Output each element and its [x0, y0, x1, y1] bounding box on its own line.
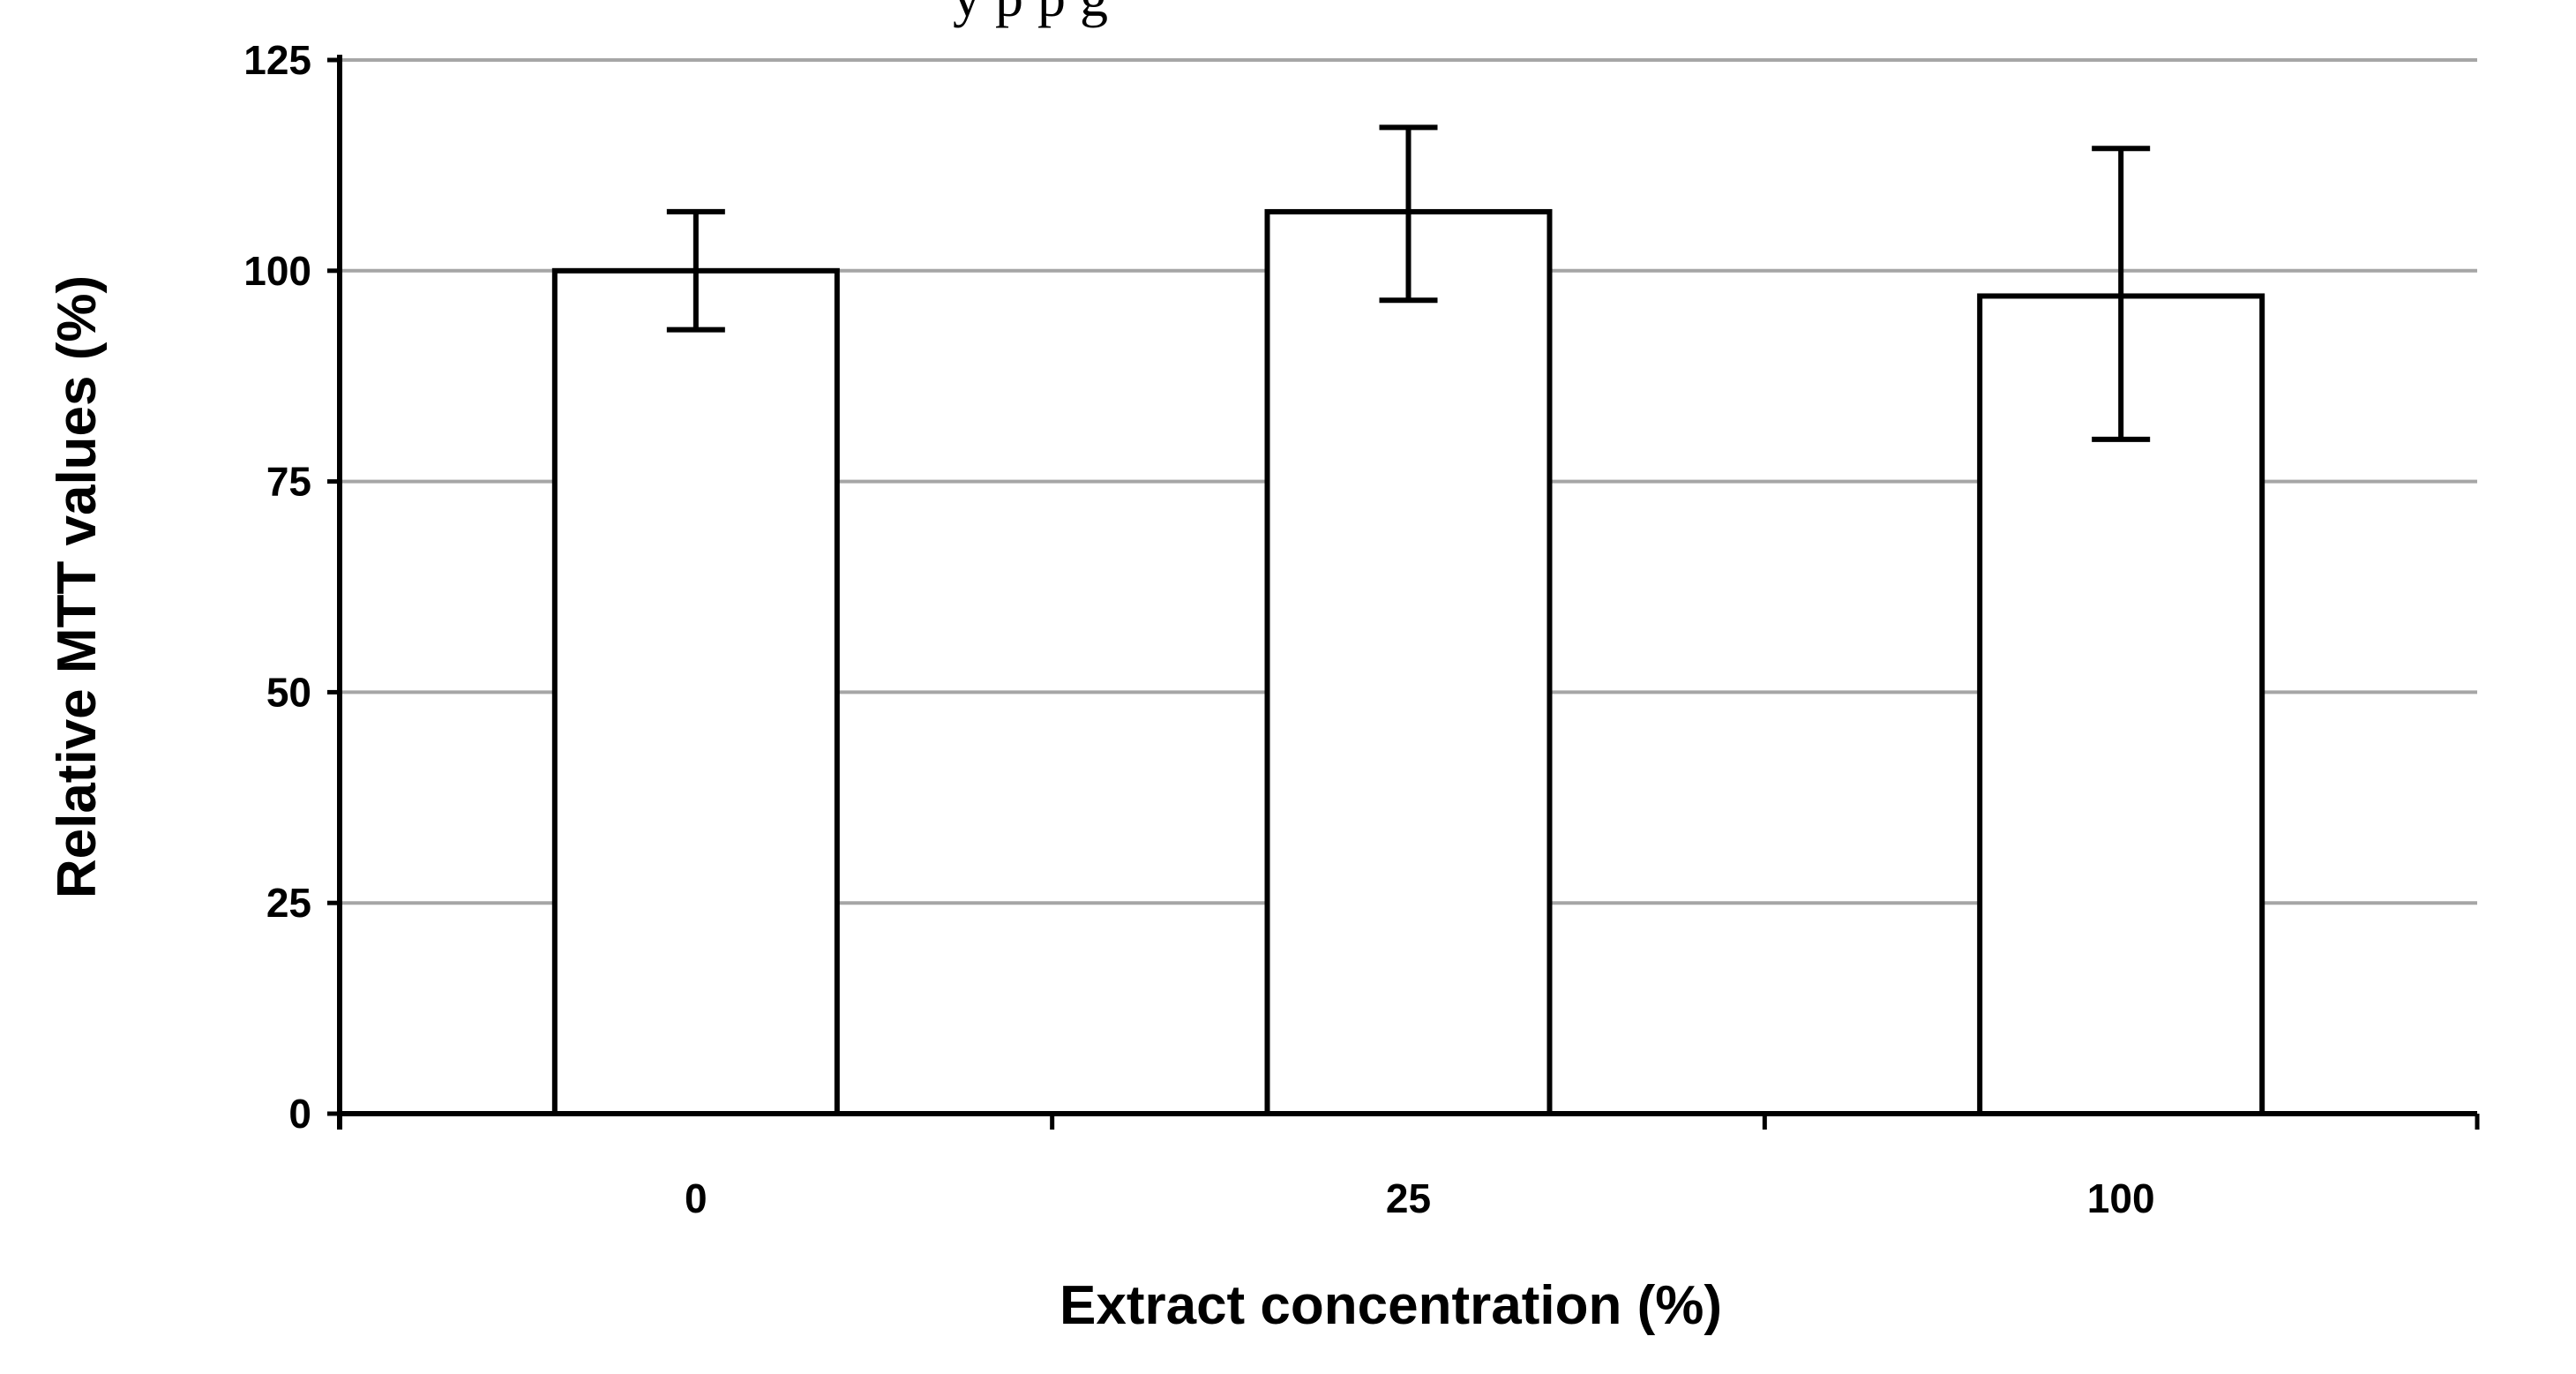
axes: [337, 55, 2477, 1130]
error-bar-100: [2092, 146, 2151, 442]
error-bar-0: [666, 208, 725, 333]
bar-0: [551, 267, 840, 1116]
x-tick-label: 100: [2087, 1175, 2155, 1221]
y-tick-label: 50: [266, 669, 311, 715]
clipped-caption-text: y p p g: [953, 0, 1108, 28]
x-tick-labels: 0 25 100: [337, 1114, 2480, 1221]
x-tick-label: 25: [1386, 1175, 1431, 1221]
y-tick-label: 125: [243, 37, 311, 83]
bars: [551, 208, 2265, 1117]
x-axis-title: Extract concentration (%): [1060, 1275, 1722, 1336]
y-tick-label: 75: [266, 459, 311, 505]
y-tick-label: 25: [266, 880, 311, 926]
y-axis-title: Relative MTT values (%): [47, 275, 108, 898]
y-tick-label: 100: [243, 248, 311, 294]
error-bar-25: [1379, 124, 1438, 304]
bar-25: [1264, 208, 1553, 1117]
x-tick-label: 0: [685, 1175, 708, 1221]
y-tick-labels: 0 25 50 75 100 125: [243, 37, 340, 1137]
error-bars: [666, 124, 2151, 442]
y-tick-label: 0: [288, 1091, 311, 1137]
